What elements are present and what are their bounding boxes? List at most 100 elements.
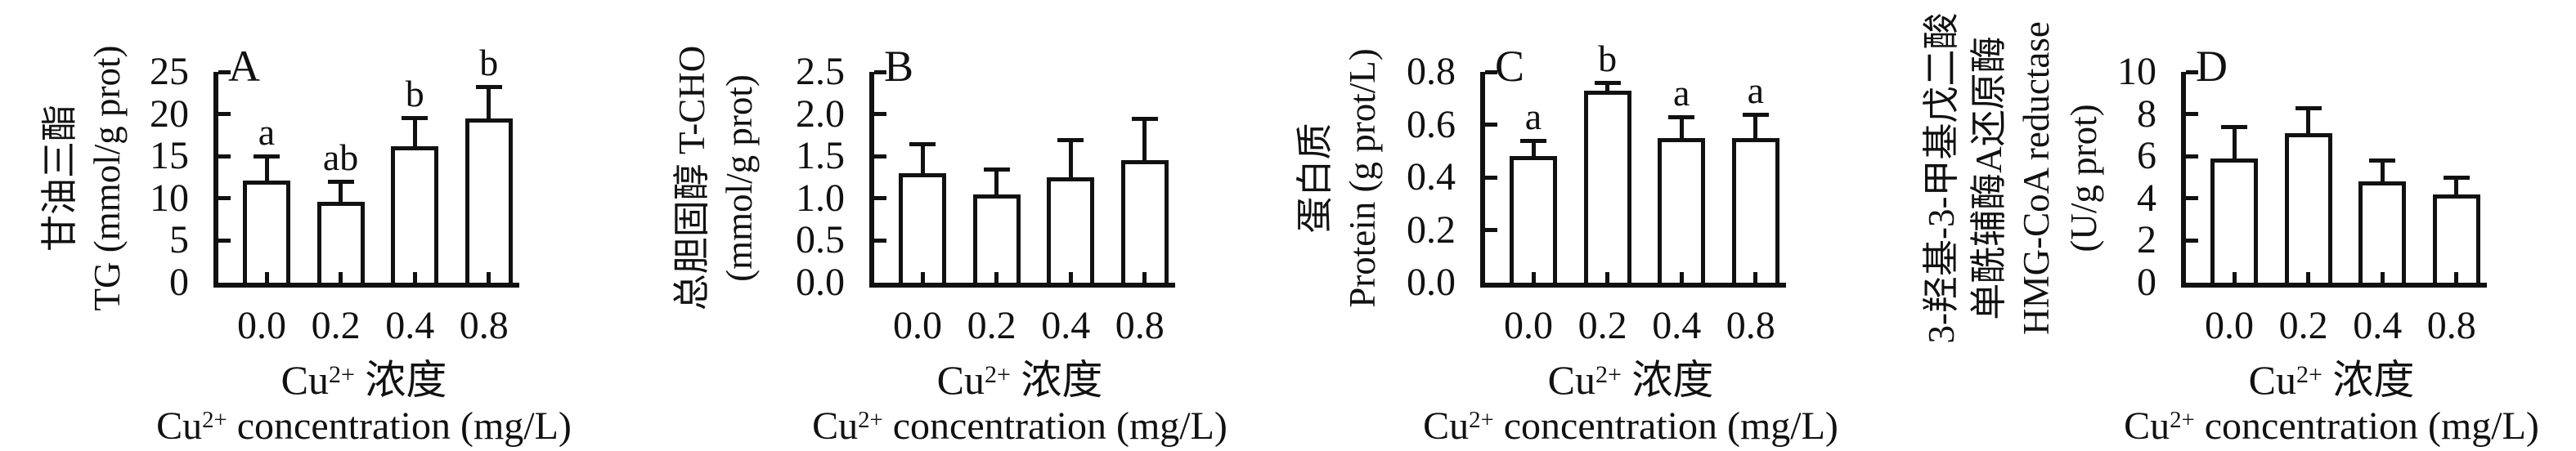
error-bar-line [1531, 140, 1536, 157]
y-axis-tick-mark [874, 196, 886, 201]
x-axis-tick-mark [1753, 272, 1758, 283]
xlabel-base: Cu [936, 357, 985, 403]
y-tick-label: 15 [150, 134, 189, 178]
y-axis-label-c-zh: 蛋白质 [1295, 123, 1335, 234]
error-bar-line [1605, 82, 1610, 91]
y-axis-label-d-zh-1: 3-羟基-3-甲基戊二酸 [1921, 12, 1962, 344]
bar [1658, 137, 1706, 283]
error-bar-cap [2295, 105, 2322, 110]
x-tick-label: 0.4 [2353, 304, 2403, 347]
y-axis-tick-mark [1485, 175, 1497, 180]
y-tick-label: 8 [2137, 92, 2156, 136]
error-bar-line [264, 156, 269, 181]
plot-area-a: A a ab b b [213, 43, 519, 288]
significance-letter: a [1672, 71, 1690, 114]
y-tick-label: 0.4 [1407, 155, 1456, 199]
y-axis-label-a-zh: 甘油三酯 [39, 105, 80, 252]
panel-letter-a: A [228, 42, 260, 91]
x-axis-label-a-en: Cu2+ concentration (mg/L) [156, 405, 572, 448]
error-bar-cap [2443, 176, 2470, 180]
bar [2358, 181, 2407, 283]
bar [1510, 156, 1557, 283]
panel-letter-b: B [884, 42, 914, 91]
x-axis-label-b-en: Cu2+ concentration (mg/L) [812, 405, 1227, 448]
panel-letter-d: D [2196, 42, 2228, 91]
error-bar-line [1068, 139, 1073, 177]
significance-letter: b [405, 72, 424, 114]
x-axis-label-d-en: Cu2+ concentration (mg/L) [2124, 405, 2539, 448]
y-tick-label: 0.5 [796, 218, 845, 262]
significance-letter: b [1598, 37, 1618, 79]
x-tick-label: 0.2 [1577, 304, 1627, 347]
y-axis-tick-mark [2186, 196, 2198, 201]
x-tick-label: 0.2 [2278, 304, 2328, 347]
x-tick-label: 0.4 [1041, 304, 1091, 347]
y-tick-label: 0 [169, 261, 189, 304]
y-tick-label: 10 [150, 176, 189, 220]
error-bar-cap [1057, 137, 1084, 142]
error-bar-cap [2221, 125, 2247, 130]
x-axis-label-c-zh: Cu2+ 浓度 [1548, 358, 1714, 402]
y-axis-tick-mark [874, 154, 886, 159]
y-tick-label: 1.0 [796, 176, 845, 220]
error-bar-cap [909, 141, 936, 146]
error-bar-cap [327, 180, 354, 185]
error-bar-cap [254, 154, 280, 159]
x-tick-label: 0.8 [1115, 304, 1165, 347]
xlabel-superscript: 2+ [858, 407, 883, 433]
x-tick-label: 0.0 [2205, 304, 2254, 347]
y-axis-tick-mark [2186, 69, 2198, 74]
x-tick-label: 0.8 [1726, 304, 1775, 347]
y-axis-tick-mark [2186, 112, 2198, 117]
x-axis-tick-mark [412, 272, 417, 283]
y-axis-tick-mark [874, 69, 886, 74]
y-axis-tick-mark [874, 238, 886, 243]
bar [899, 172, 946, 283]
xlabel-superscript: 2+ [984, 361, 1011, 388]
xlabel-rest: concentration (mg/L) [2194, 404, 2539, 448]
xlabel-base: Cu [812, 404, 859, 448]
xlabel-rest: 浓度 [1621, 357, 1714, 403]
y-axis-tick-mark [2186, 154, 2198, 159]
y-axis-tick-mark [1485, 123, 1497, 127]
y-axis-tick-mark [1485, 228, 1497, 232]
error-bar-cap [475, 84, 502, 89]
y-axis-label-b-zh: 总胆固醇 T-CHO [671, 45, 712, 311]
error-bar-line [1753, 114, 1758, 138]
y-tick-label: 25 [150, 50, 189, 93]
error-bar-line [1142, 118, 1147, 161]
error-bar-line [920, 143, 925, 173]
error-bar-line [2232, 127, 2237, 159]
xlabel-base: Cu [2248, 357, 2296, 403]
y-tick-label: 0 [2137, 261, 2156, 304]
xlabel-base: Cu [280, 357, 329, 403]
x-tick-label: 0.8 [459, 304, 509, 347]
x-tick-label: 0.0 [893, 304, 942, 347]
x-axis-label-d-zh: Cu2+ 浓度 [2249, 358, 2415, 402]
error-bar-cap [1742, 112, 1769, 117]
error-bar-cap [983, 167, 1010, 172]
y-tick-label: 0.6 [1407, 102, 1456, 146]
xlabel-rest: concentration (mg/L) [1493, 404, 1838, 448]
xlabel-superscript: 2+ [328, 361, 355, 388]
panel-c: 蛋白质 Protein (g prot/L) 0.0 0.2 0.4 0.6 0.8 C… [1288, 0, 1932, 451]
y-axis-tick-mark [1485, 69, 1497, 74]
error-bar-cap [402, 115, 429, 120]
x-tick-label: 0.4 [385, 304, 435, 347]
bar [243, 181, 290, 283]
plot-area-c: C a b a a [1480, 39, 1786, 288]
y-axis-tick-mark [218, 154, 231, 159]
y-tick-label: 10 [2117, 50, 2156, 93]
bar [972, 194, 1021, 283]
xlabel-superscript: 2+ [202, 407, 227, 433]
x-axis-label-c-en: Cu2+ concentration (mg/L) [1423, 405, 1838, 448]
panel-letter-c: C [1495, 42, 1525, 91]
xlabel-superscript: 2+ [2170, 407, 2195, 433]
x-tick-label: 0.4 [1652, 304, 1702, 347]
error-bar-line [2380, 160, 2385, 182]
y-tick-label: 0.0 [1407, 261, 1456, 304]
x-tick-label: 0.8 [2426, 304, 2476, 347]
x-axis-tick-mark [2306, 272, 2311, 283]
significance-letter: b [479, 41, 499, 83]
